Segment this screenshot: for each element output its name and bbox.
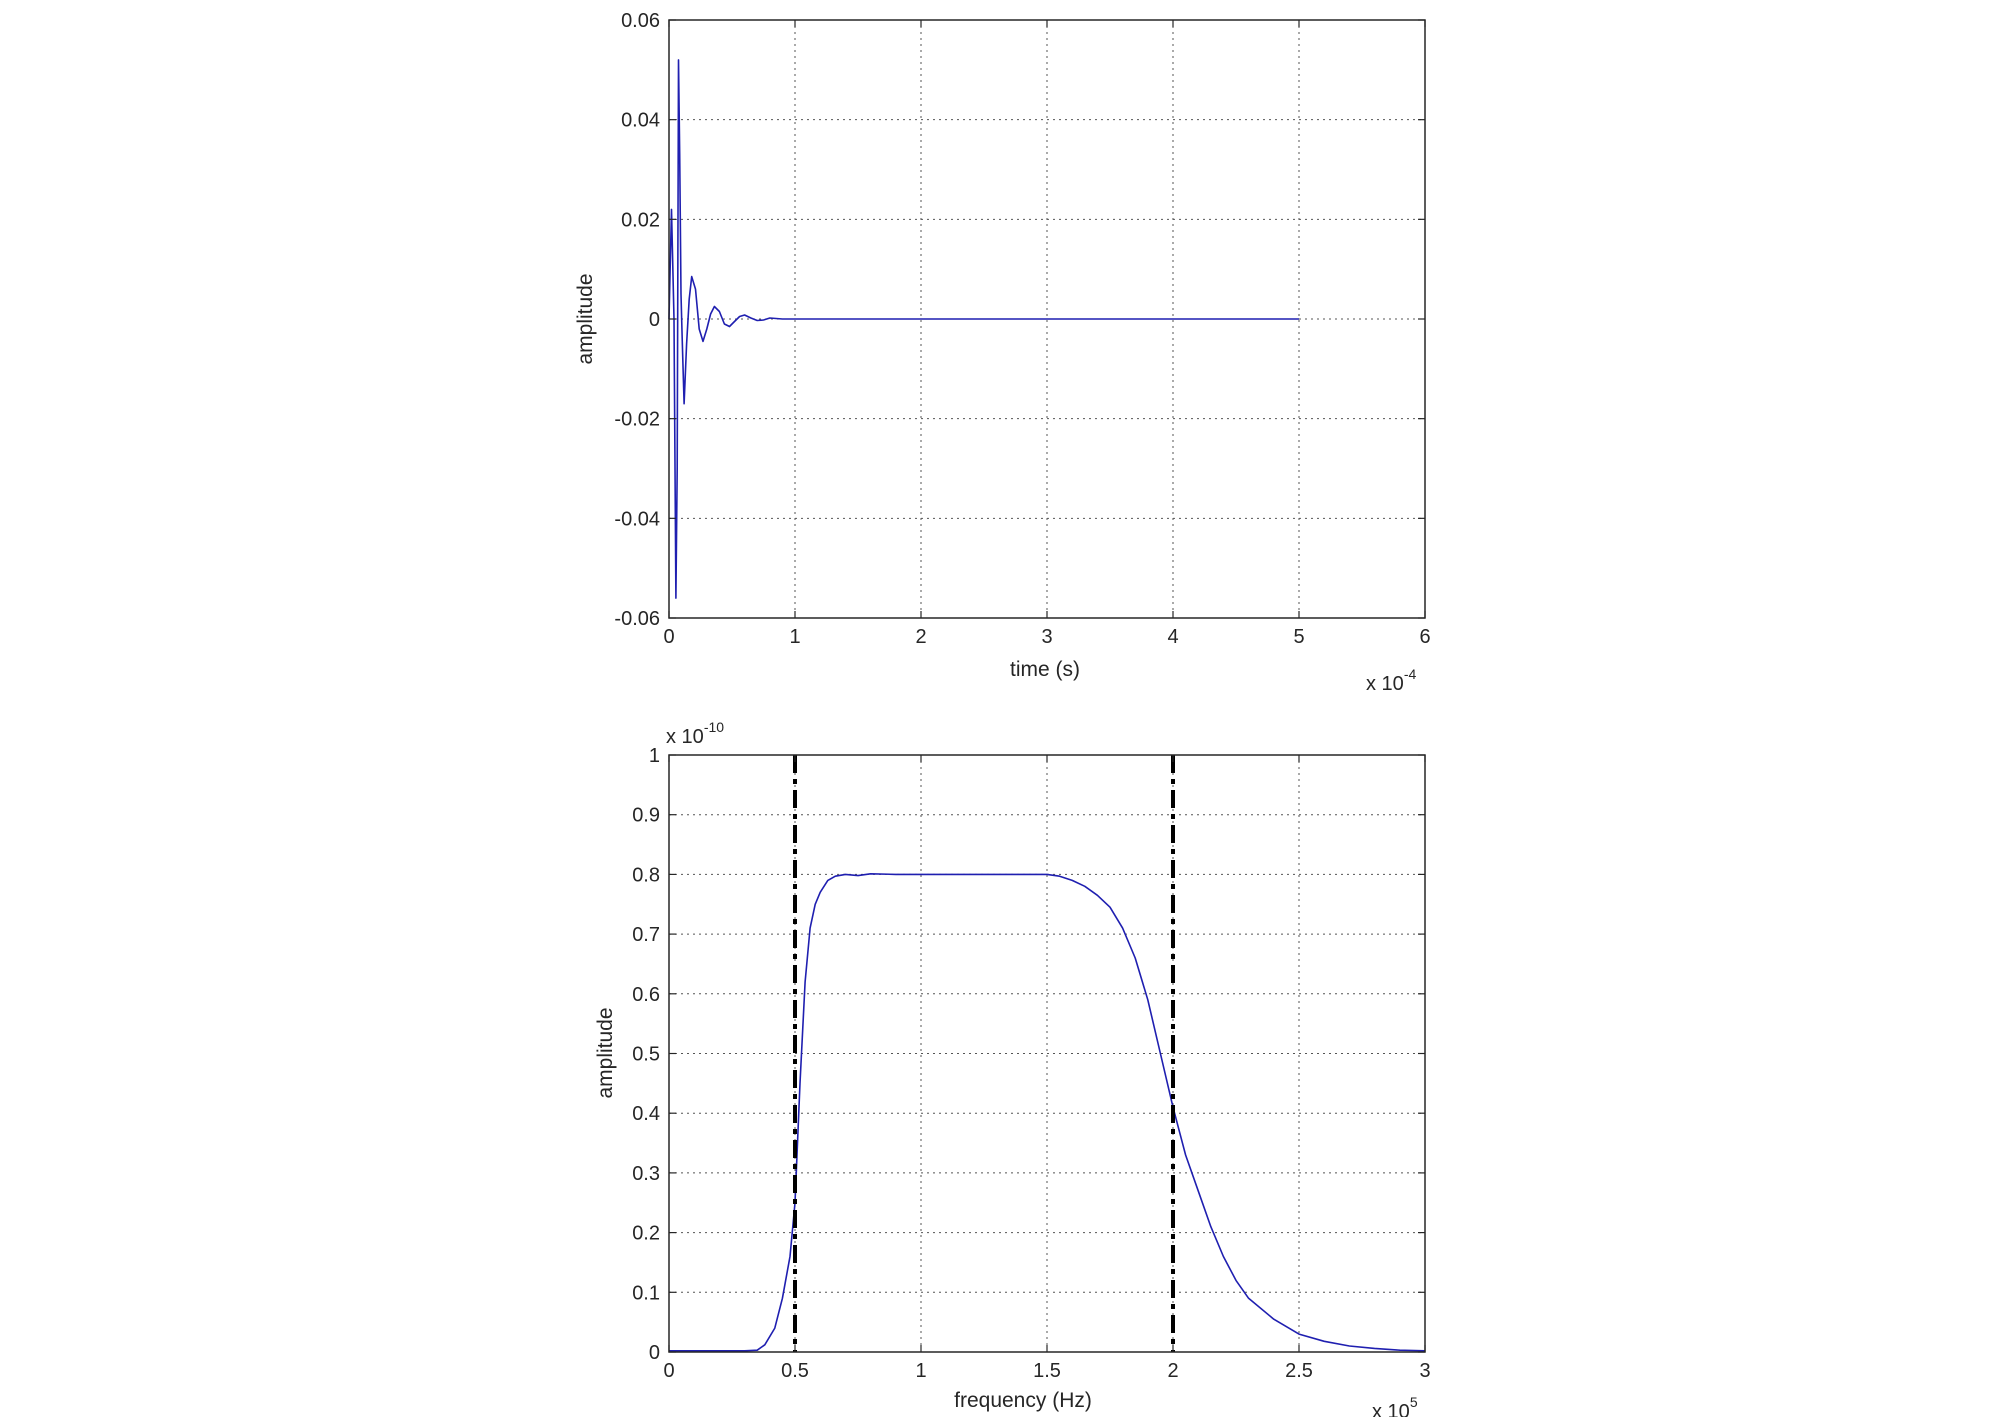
y-ticks-1: 0.06 0.04 0.02 0 -0.02 -0.04 -0.06 xyxy=(614,10,1425,630)
x-tick-label: 3 xyxy=(1419,1360,1430,1382)
y-tick-label: 0.7 xyxy=(632,924,660,946)
x-axis-label-2: frequency (Hz) xyxy=(954,1389,1092,1412)
y-axis-label-1: amplitude xyxy=(574,273,597,364)
y-tick-label: 0.2 xyxy=(632,1223,660,1245)
x-axis-label-1: time (s) xyxy=(1010,658,1080,681)
y-tick-label: -0.02 xyxy=(614,409,660,431)
y-tick-label: 1 xyxy=(649,745,660,767)
y-ticks-2: 1 0.9 0.8 0.7 0.6 0.5 0.4 0.3 0.2 0.1 0 xyxy=(632,745,1425,1364)
x-ticks-1: 0 1 2 3 4 5 6 xyxy=(663,20,1431,648)
y-tick-label: 0 xyxy=(649,1342,660,1364)
x-tick-label: 6 xyxy=(1419,626,1430,648)
y-tick-label: 0.06 xyxy=(621,10,660,32)
y-tick-label: 0.8 xyxy=(632,864,660,886)
x-exponent-base-2: x 10 xyxy=(1372,1401,1410,1417)
x-exponent-power-1: -4 xyxy=(1404,666,1417,682)
frequency-domain-chart: 0 0.5 1 1.5 2 2.5 3 10.90.80.70.60.50.40.30.20… xyxy=(594,719,1431,1417)
y-tick-label: -0.06 xyxy=(614,608,660,630)
y-exponent-power-2: -10 xyxy=(704,719,724,735)
x-tick-label: 0.5 xyxy=(781,1360,809,1382)
series-2 xyxy=(669,872,1426,1352)
x-tick-label: 2.5 xyxy=(1285,1360,1313,1382)
x-tick-label: 5 xyxy=(1293,626,1304,648)
y-exponent-base-2: x 10 xyxy=(666,726,704,748)
y-tick-label: 0.5 xyxy=(632,1044,660,1066)
y-tick-label: 0.04 xyxy=(621,110,660,132)
cutoff-lines xyxy=(793,755,1175,1352)
y-tick-label: 0 xyxy=(649,309,660,331)
x-exponent-base-1: x 10 xyxy=(1366,673,1404,695)
x-tick-label: 1 xyxy=(789,626,800,648)
x-ticks-2: 0 0.5 1 1.5 2 2.5 3 xyxy=(663,755,1431,1382)
x-tick-label: 4 xyxy=(1167,626,1178,648)
series-1 xyxy=(668,59,1299,599)
y-exponent-label-2: x 10-10 xyxy=(666,719,724,748)
y-tick-label: -0.04 xyxy=(614,508,660,530)
x-exponent-label-1: x 10-4 xyxy=(1366,666,1416,695)
series-line-0 xyxy=(668,59,1299,599)
y-tick-label: 0.4 xyxy=(632,1103,660,1125)
grid-2 xyxy=(669,755,1425,1352)
x-exponent-power-2: 5 xyxy=(1410,1394,1418,1410)
x-exponent-label-2: x 105 xyxy=(1372,1394,1418,1417)
y-tick-label: 0.1 xyxy=(632,1282,660,1304)
x-tick-label: 0 xyxy=(663,626,674,648)
series-line-0 xyxy=(669,872,1426,1352)
grid-1 xyxy=(669,20,1425,618)
y-axis-label-2: amplitude xyxy=(594,1007,617,1098)
x-tick-label: 1.5 xyxy=(1033,1360,1061,1382)
time-domain-chart: 0 1 2 3 4 5 6 0.06 0.04 0.02 0 -0.02 -0.04 -0.06 tim… xyxy=(574,10,1431,695)
x-tick-label: 2 xyxy=(915,626,926,648)
y-tick-label: 0.02 xyxy=(621,209,660,231)
y-tick-label: 0.6 xyxy=(632,984,660,1006)
y-tick-label: 0.3 xyxy=(632,1163,660,1185)
x-tick-label: 3 xyxy=(1041,626,1052,648)
x-tick-label: 0 xyxy=(663,1360,674,1382)
x-tick-label: 1 xyxy=(915,1360,926,1382)
x-tick-label: 2 xyxy=(1167,1360,1178,1382)
y-tick-label: 0.9 xyxy=(632,805,660,827)
